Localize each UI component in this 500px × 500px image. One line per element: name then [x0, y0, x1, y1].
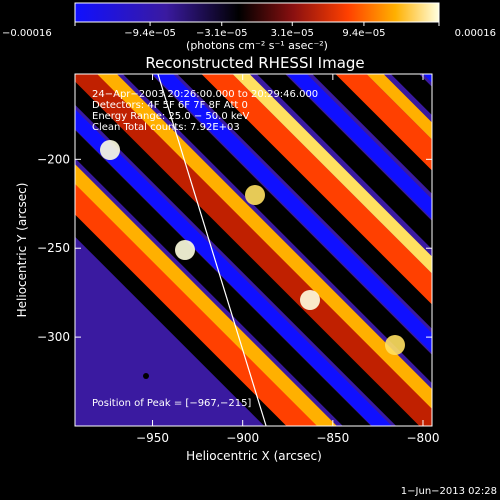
annotation-time: 24−Apr−2003 20:26:00.000 to 20:29:46.000 [92, 89, 318, 100]
annotation-energy: Energy Range: 25.0 − 50.0 keV [92, 111, 249, 122]
colorbar-unit-label: (photons cm⁻² s⁻¹ asec⁻²) [186, 39, 328, 52]
heatmap-band [335, 74, 432, 171]
heatmap-band [256, 74, 432, 250]
x-tick-label: −800 [407, 431, 440, 445]
y-tick-label: −300 [37, 330, 70, 344]
footer-date: 1−Jun−2013 02:28 [401, 486, 497, 497]
colorbar-tick-label: −3.1e−05 [196, 28, 248, 39]
heatmap-band [287, 74, 432, 219]
heatmap-band [75, 211, 290, 426]
heatmap-band [366, 74, 432, 140]
x-axis-label: Heliocentric X (arcsec) [186, 449, 322, 463]
heatmap-band [75, 74, 432, 426]
y-tick-label: −200 [37, 152, 70, 166]
heatmap-hotspot [300, 290, 320, 310]
heatmap-area [75, 64, 500, 444]
plot-frame [74, 73, 433, 427]
heatmap-band [153, 74, 432, 353]
colorbar-ticks: −0.00016 −9.4e−05 −3.1e−05 3.1e−05 9.4e−05 0.… [2, 22, 496, 39]
heatmap-band [423, 74, 432, 83]
colorbar [74, 2, 440, 23]
heatmap-hotspot [385, 335, 405, 355]
colorbar-tick-label: −9.4e−05 [124, 28, 176, 39]
heatmap-bands [75, 64, 500, 444]
y-axis-ticks: −200 −250 −300 [37, 152, 432, 344]
heatmap-band [232, 74, 432, 274]
heatmap-band [477, 64, 500, 444]
x-tick-label: −900 [226, 431, 259, 445]
heatmap-hotspot [175, 240, 195, 260]
annotation-detectors: Detectors: 4F 5F 6F 7F 8F Att 0 [92, 100, 248, 111]
heatmap-hotspot [100, 140, 120, 160]
colorbar-tick-label: 3.1e−05 [271, 28, 314, 39]
limb-line [157, 74, 267, 426]
heatmap-band [201, 74, 432, 305]
colorbar-tick-label: 0.00016 [455, 28, 496, 39]
y-tick-label: −250 [37, 241, 70, 255]
y-axis-label: Heliocentric Y (arcsec) [15, 183, 29, 318]
heatmap-band [75, 109, 392, 426]
colorbar-tick-label: −0.00016 [2, 28, 52, 39]
heatmap-band [75, 79, 422, 426]
heatmap-band [75, 164, 337, 426]
heatmap-hotspot [245, 185, 265, 205]
heatmap-band [75, 183, 318, 426]
x-axis-ticks: −950 −900 −850 −800 [136, 74, 439, 445]
heatmap-band [97, 74, 432, 409]
x-tick-label: −850 [316, 431, 349, 445]
colorbar-tick-label: 9.4e−05 [342, 28, 385, 39]
chart-title: Reconstructed RHESSI Image [145, 54, 364, 72]
peak-label: Position of Peak = [−967,−215] [92, 398, 251, 409]
heatmap-band [122, 74, 432, 384]
heatmap-band [450, 64, 500, 444]
heatmap-band [312, 74, 432, 194]
annotation-clean: Clean Total counts: 7.92E+03 [92, 122, 240, 133]
peak-marker [143, 373, 149, 379]
x-tick-label: −950 [136, 431, 169, 445]
heatmap-band [177, 74, 432, 329]
